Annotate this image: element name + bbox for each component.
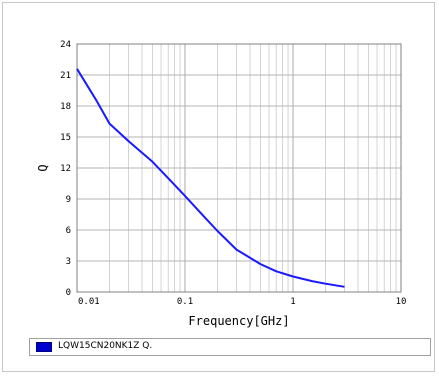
y-tick-label: 9 <box>66 195 71 205</box>
y-tick-label: 6 <box>66 226 71 236</box>
y-tick-label: 15 <box>60 133 71 143</box>
x-axis-label: Frequency[GHz] <box>188 314 289 328</box>
y-tick-label: 18 <box>60 102 71 112</box>
y-tick-label: 21 <box>60 71 71 81</box>
chart-svg: 0 3 6 9 12 15 18 21 24 0.01 0.1 1 10 Q Frequency[GH… <box>36 40 406 328</box>
y-tick-label: 0 <box>66 288 71 298</box>
y-tick-labels: 0 3 6 9 12 15 18 21 24 <box>60 40 71 298</box>
y-axis-label: Q <box>36 164 50 171</box>
y-tick-label: 3 <box>66 257 71 267</box>
series-line <box>76 68 345 288</box>
x-tick-label: 0.01 <box>78 297 100 307</box>
x-tick-labels: 0.01 0.1 1 10 <box>78 297 406 307</box>
legend-swatch-icon <box>36 342 52 352</box>
y-tick-label: 12 <box>60 164 71 174</box>
chart-frame: 0 3 6 9 12 15 18 21 24 0.01 0.1 1 10 Q Frequency[GH… <box>2 2 435 372</box>
x-tick-label: 1 <box>290 297 295 307</box>
plot-border <box>76 43 402 293</box>
legend-series-label: LQW15CN20NK1Z Q. <box>58 341 153 351</box>
series-layer <box>76 68 345 288</box>
x-tick-label: 0.1 <box>177 297 193 307</box>
major-grid <box>76 43 402 293</box>
y-tick-label: 24 <box>60 40 71 50</box>
legend: LQW15CN20NK1Z Q. <box>29 338 431 356</box>
x-tick-label: 10 <box>396 297 407 307</box>
